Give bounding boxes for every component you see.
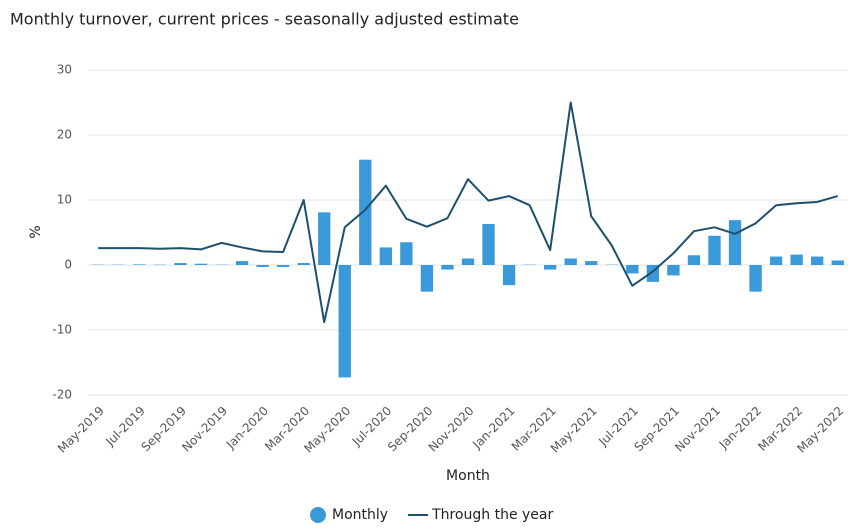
- legend-label: Through the year: [431, 507, 553, 523]
- bar: [564, 258, 577, 265]
- bar: [297, 263, 310, 265]
- x-tick-label: May-2019: [55, 404, 107, 456]
- bar: [318, 212, 331, 265]
- bar: [811, 256, 824, 265]
- x-tick-label: Nov-2021: [672, 404, 723, 455]
- y-tick-label: 10: [57, 193, 72, 207]
- bar: [502, 265, 516, 286]
- chart-title: Monthly turnover, current prices - seaso…: [10, 10, 519, 29]
- x-axis-title: Month: [446, 468, 490, 484]
- bar: [461, 258, 475, 265]
- y-axis-title: %: [28, 225, 44, 238]
- x-tick-label: Nov-2019: [179, 404, 230, 455]
- x-tick-label: Nov-2020: [426, 404, 477, 455]
- bar: [359, 159, 372, 265]
- bar: [687, 255, 701, 265]
- y-tick-label: 30: [57, 63, 72, 77]
- bar: [544, 265, 557, 270]
- bar: [441, 265, 454, 270]
- bar: [708, 235, 721, 265]
- bar: [790, 254, 803, 265]
- bar: [420, 265, 434, 292]
- bar: [728, 220, 742, 265]
- bar: [338, 265, 351, 378]
- bar: [174, 263, 187, 265]
- bar: [626, 265, 639, 274]
- bar: [133, 264, 146, 265]
- bar: [769, 256, 783, 265]
- bar: [831, 260, 844, 265]
- bar: [379, 247, 392, 265]
- bar: [276, 265, 290, 267]
- bar: [256, 265, 269, 267]
- legend-label: Monthly: [332, 507, 388, 523]
- bar: [400, 242, 413, 265]
- y-tick-label: -10: [52, 323, 72, 337]
- legend-swatch: [310, 507, 326, 523]
- y-tick-label: 0: [64, 258, 72, 272]
- bar: [585, 261, 598, 265]
- bar: [235, 261, 249, 265]
- y-tick-label: -20: [52, 388, 72, 402]
- bar: [482, 224, 495, 265]
- bar: [194, 263, 208, 265]
- bar: [667, 265, 680, 276]
- y-tick-label: 20: [57, 128, 72, 142]
- line: [98, 101, 839, 324]
- bar: [749, 265, 762, 292]
